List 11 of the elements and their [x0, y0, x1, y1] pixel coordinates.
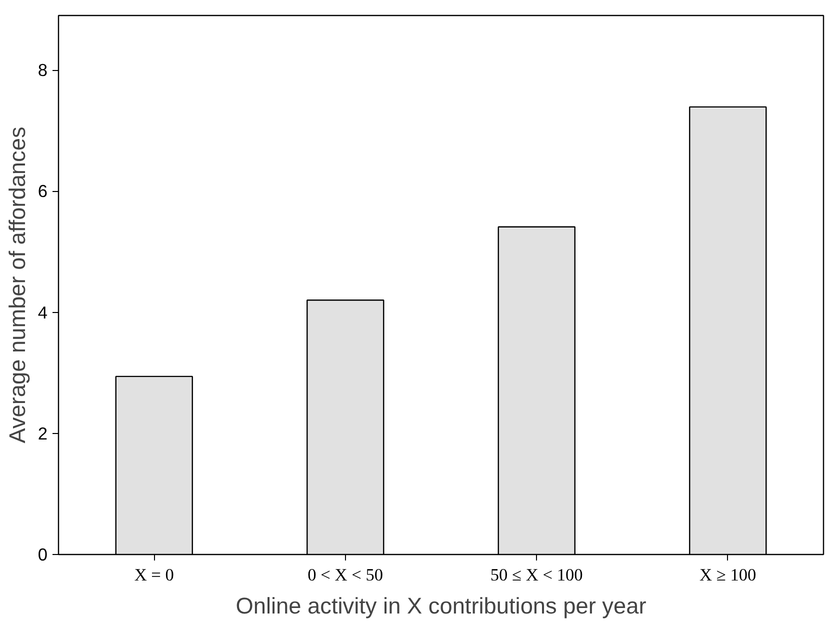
x-axis-title: Online activity in X contributions per year [236, 592, 647, 618]
x-tick-label: 50 ≤ X < 100 [490, 566, 583, 584]
x-tick-label: X ≥ 100 [700, 566, 756, 584]
x-tick-label: X = 0 [134, 566, 174, 584]
y-axis-title: Average number of affordances [4, 126, 30, 444]
y-tick-label: 6 [38, 181, 48, 202]
y-tick-label: 0 [38, 544, 48, 564]
y-tick-label: 8 [38, 60, 48, 80]
y-tick-label: 2 [38, 423, 48, 444]
x-tick-label: 0 < X < 50 [308, 566, 384, 584]
y-tick-label: 4 [38, 302, 48, 322]
